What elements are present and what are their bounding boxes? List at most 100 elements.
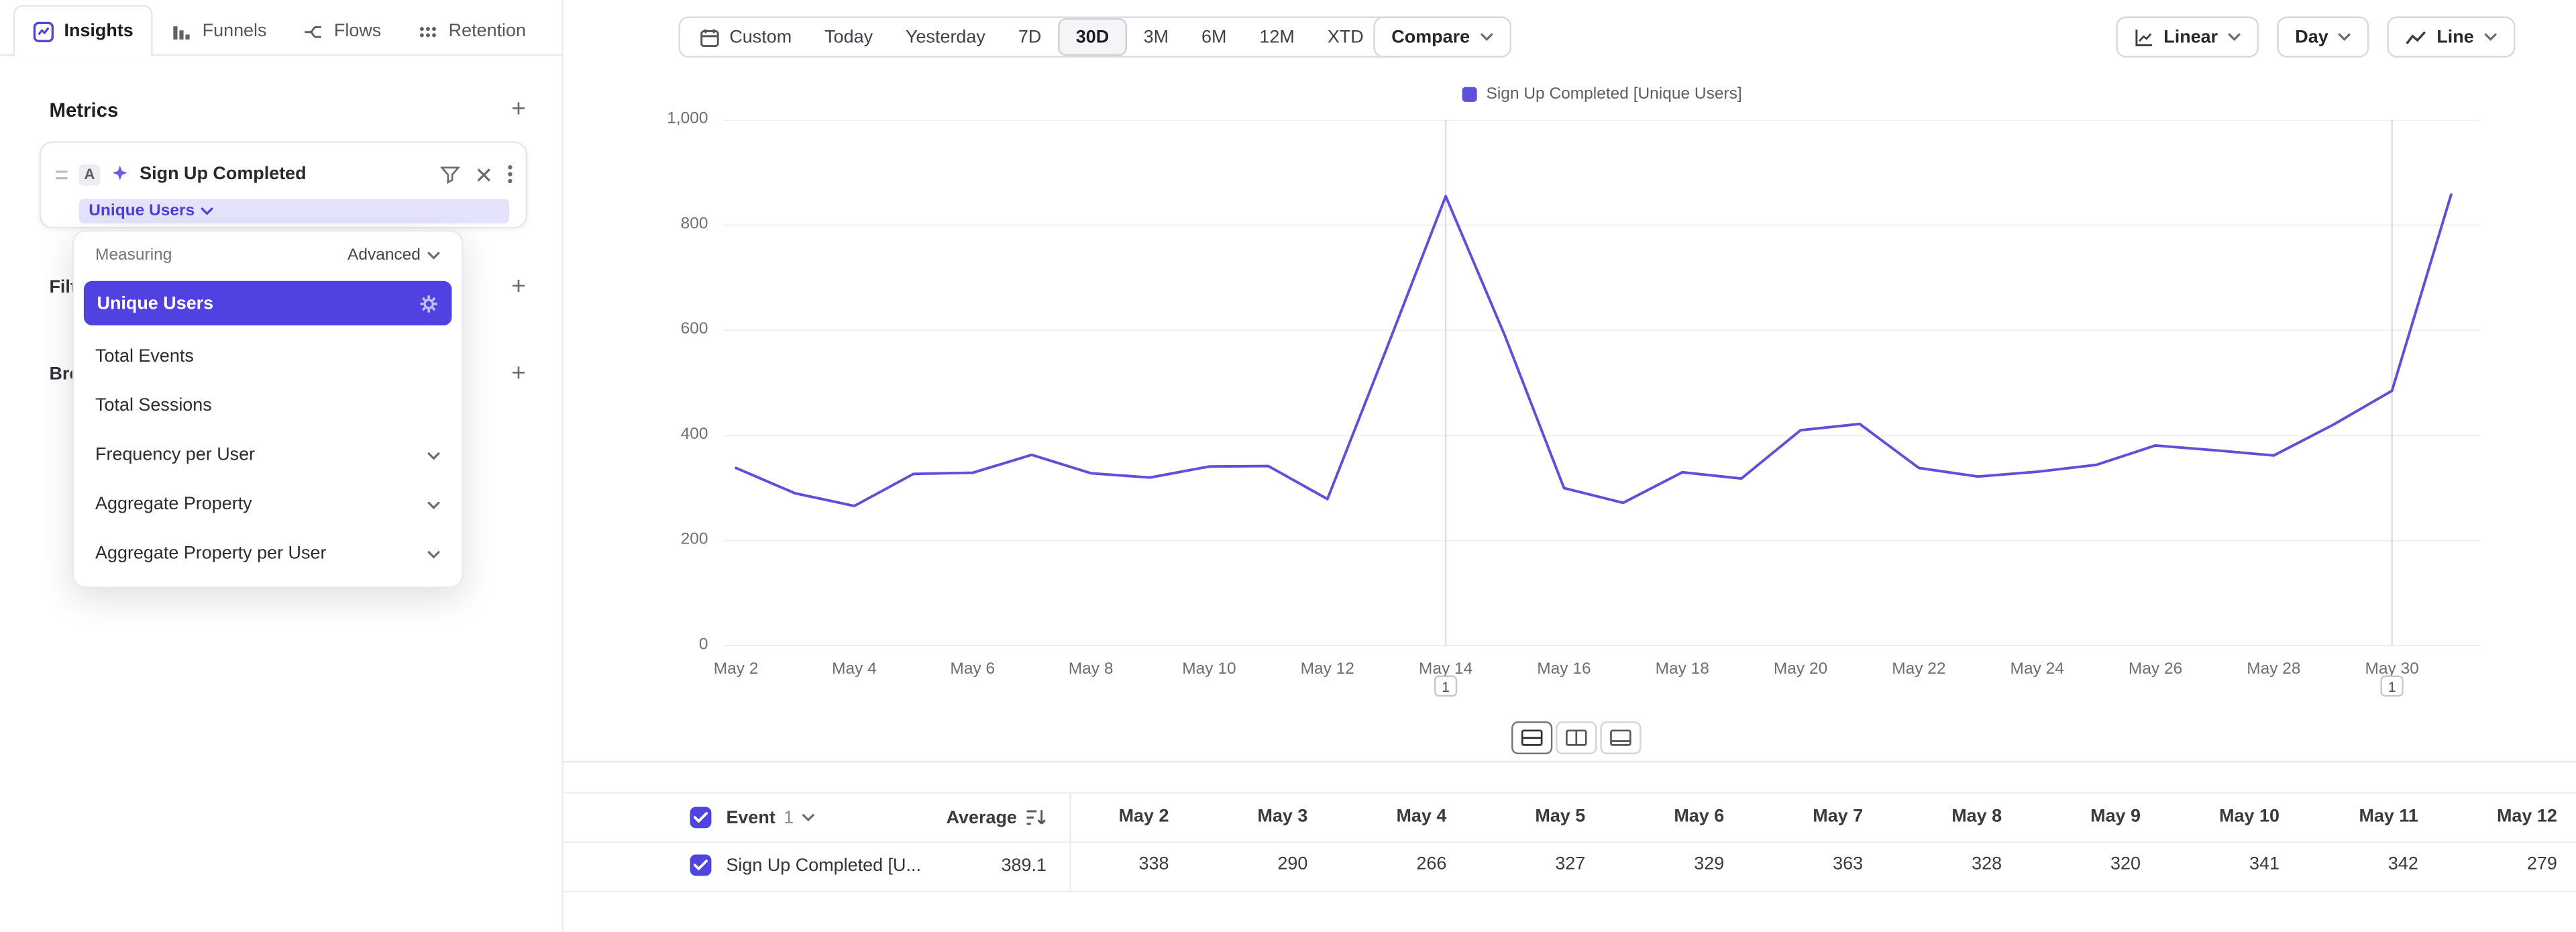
chevron-down-icon (427, 451, 441, 460)
menu-item-aggregate-property-per-user[interactable]: Aggregate Property per User (74, 529, 462, 578)
table-cell-value: 338 (1138, 854, 1169, 874)
add-filter-button[interactable]: + (511, 272, 526, 301)
table-column-header[interactable]: May 12 (2496, 807, 2557, 827)
chevron-down-icon (2483, 33, 2497, 42)
date-range-12m[interactable]: 12M (1243, 19, 1311, 54)
tab-label: Insights (64, 21, 133, 42)
table-cell-value: 290 (1277, 854, 1308, 874)
chevron-down-icon (427, 550, 441, 558)
report-type-tabs: Insights Funnels Flows Retention (0, 0, 564, 56)
chevron-down-icon (201, 207, 215, 215)
legend-swatch (1461, 87, 1477, 102)
drag-handle-icon[interactable] (54, 168, 69, 180)
view-toggle-rows-icon[interactable] (1511, 721, 1553, 755)
x-axis-label: May 4 (832, 660, 877, 679)
row-checkbox[interactable] (690, 854, 712, 876)
event-column-header[interactable]: Event 1 (726, 794, 815, 841)
tab-retention[interactable]: Retention (399, 8, 544, 54)
sort-icon (1025, 809, 1046, 827)
average-label: Average (946, 807, 1017, 828)
table-column-header[interactable]: May 11 (2359, 807, 2418, 827)
metrics-header: Metrics + (49, 95, 525, 125)
table-column-header[interactable]: May 10 (2219, 807, 2279, 827)
event-name[interactable]: Sign Up Completed (140, 164, 307, 185)
legend-label: Sign Up Completed [Unique Users] (1486, 85, 1742, 104)
metric-card[interactable]: A Sign Up Completed (39, 141, 528, 229)
event-header-label: Event (726, 807, 775, 828)
menu-item-aggregate-property[interactable]: Aggregate Property (74, 480, 462, 529)
event-count: 1 (784, 807, 794, 828)
line-chart-icon (2406, 29, 2427, 45)
gear-icon[interactable] (419, 293, 438, 313)
y-axis-label: 1,000 (667, 110, 708, 129)
table-cell-value: 327 (1555, 854, 1586, 874)
add-breakdown-button[interactable]: + (511, 360, 526, 388)
column-divider (1069, 792, 1071, 891)
retention-icon (417, 21, 439, 42)
tab-insights[interactable]: Insights (13, 5, 154, 56)
scale-selector[interactable]: Linear (2116, 16, 2259, 58)
funnels-icon (171, 21, 193, 42)
chevron-down-icon (802, 813, 815, 822)
date-range-yesterday[interactable]: Yesterday (890, 19, 1002, 54)
x-axis-label: May 10 (1182, 660, 1236, 679)
annotation-badge[interactable]: 1 (2380, 675, 2404, 697)
compare-button[interactable]: Compare (1373, 16, 1511, 58)
date-range-3m[interactable]: 3M (1127, 19, 1185, 54)
menu-item-total-events[interactable]: Total Events (74, 332, 462, 381)
menu-item-label: Total Sessions (95, 396, 212, 416)
table-column-header[interactable]: May 6 (1674, 807, 1725, 827)
calendar-icon (700, 27, 719, 46)
tab-funnels[interactable]: Funnels (153, 8, 284, 54)
x-axis-label: May 24 (2010, 660, 2064, 679)
date-range-label: 3M (1143, 27, 1169, 47)
date-range-30d[interactable]: 30D (1057, 17, 1128, 56)
table-column-header[interactable]: May 9 (2090, 807, 2141, 827)
menu-item-frequency-per-user[interactable]: Frequency per User (74, 431, 462, 480)
select-all-checkbox[interactable] (690, 807, 712, 829)
close-icon[interactable] (476, 167, 491, 182)
table-column-header[interactable]: May 7 (1813, 807, 1864, 827)
interval-selector[interactable]: Day (2277, 16, 2369, 58)
view-toggle-columns-icon[interactable] (1556, 721, 1597, 755)
date-range-label: Custom (729, 27, 792, 47)
date-range-label: XTD (1327, 27, 1364, 47)
series-letter-badge: A (78, 163, 101, 185)
menu-item-unique-users[interactable]: Unique Users (83, 280, 452, 325)
y-axis-label: 600 (680, 320, 708, 339)
insights-icon (33, 21, 54, 42)
x-axis-label: May 26 (2128, 660, 2183, 679)
date-range-custom[interactable]: Custom (684, 19, 808, 54)
advanced-toggle[interactable]: Advanced (347, 246, 440, 264)
date-range-6m[interactable]: 6M (1185, 19, 1243, 54)
x-axis-label: May 2 (713, 660, 759, 679)
table-column-header[interactable]: May 5 (1535, 807, 1586, 827)
row-event-name[interactable]: Sign Up Completed [U... (726, 856, 921, 876)
y-axis-label: 800 (680, 215, 708, 234)
tab-flows[interactable]: Flows (284, 8, 399, 54)
date-range-label: 7D (1018, 27, 1042, 47)
table-column-header[interactable]: May 3 (1257, 807, 1308, 827)
row-average-value: 389.1 (1001, 856, 1047, 876)
annotation-badge[interactable]: 1 (1434, 675, 1458, 697)
line-chart[interactable] (722, 119, 2481, 646)
kebab-menu-icon[interactable] (508, 164, 513, 184)
table-column-header[interactable]: May 8 (1951, 807, 2002, 827)
flows-icon (303, 21, 324, 42)
filter-icon[interactable] (440, 165, 460, 183)
date-range-today[interactable]: Today (808, 19, 890, 54)
menu-item-total-sessions[interactable]: Total Sessions (74, 381, 462, 430)
average-column-header[interactable]: Average (804, 794, 1050, 841)
add-metric-button[interactable]: + (511, 95, 526, 123)
date-range-group: Custom Today Yesterday 7D 30D 3M 6M 12M … (678, 16, 1408, 58)
metric-card-row: A Sign Up Completed (41, 153, 525, 196)
date-range-7d[interactable]: 7D (1002, 19, 1057, 54)
table-column-header[interactable]: May 4 (1396, 807, 1447, 827)
menu-item-label: Aggregate Property per User (95, 543, 327, 564)
measurement-chip[interactable]: Unique Users (78, 199, 510, 224)
chart-type-selector[interactable]: Line (2387, 16, 2515, 58)
table-cell-value: 266 (1416, 854, 1447, 874)
x-axis-label: May 22 (1892, 660, 1946, 679)
view-toggle-plain-icon[interactable] (1600, 721, 1642, 755)
table-column-header[interactable]: May 2 (1118, 807, 1169, 827)
